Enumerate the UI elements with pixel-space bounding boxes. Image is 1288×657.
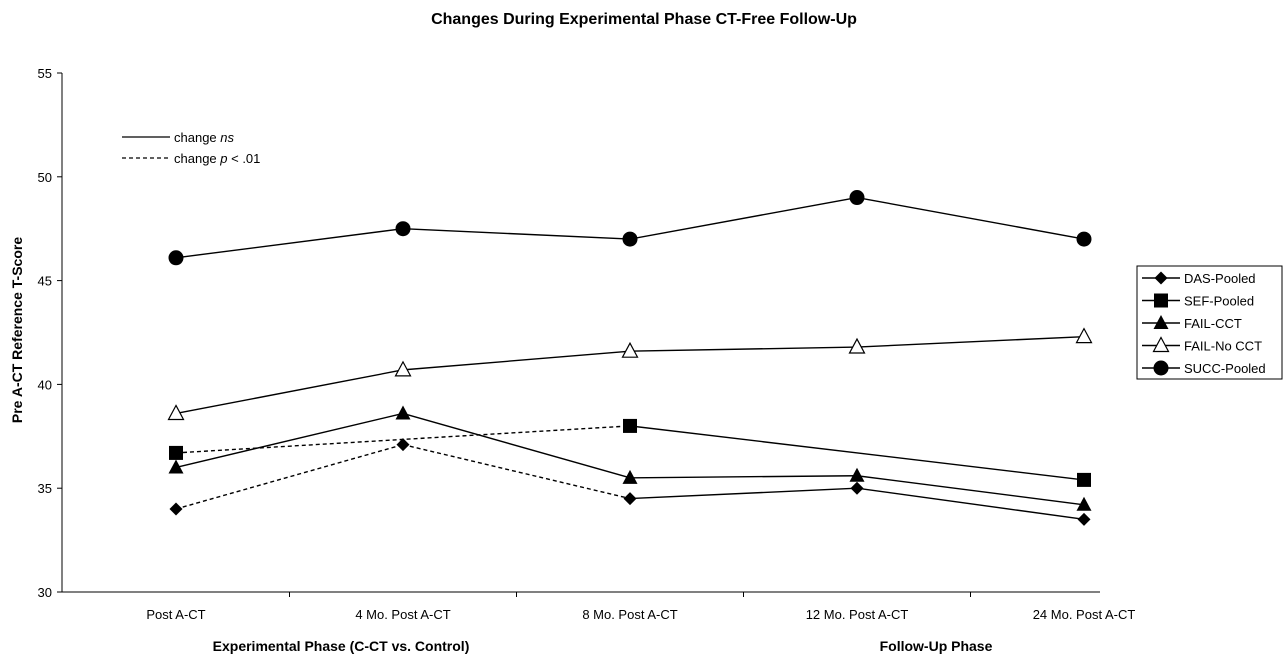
legend-marker: [1152, 336, 1170, 353]
legend-item: SEF-Pooled: [1142, 293, 1254, 309]
legend-box: [1136, 265, 1283, 380]
series-line-segment: [629, 425, 1085, 481]
series-fail-no-cct: [167, 327, 1093, 421]
data-point: [1076, 231, 1092, 247]
data-point: [849, 190, 865, 206]
data-point: [395, 405, 411, 420]
data-point: [848, 337, 866, 354]
series-line-segment: [402, 228, 631, 240]
series-line-segment: [175, 443, 404, 510]
series-line-segment: [629, 475, 858, 479]
x-axis-title-experimental: Experimental Phase (C-CT vs. Control): [213, 638, 470, 654]
data-point: [1076, 496, 1092, 511]
data-point: [169, 445, 183, 460]
significance-note: change ns change p < .01: [122, 130, 260, 166]
legend-label: DAS-Pooled: [1184, 271, 1256, 286]
data-point: [395, 221, 411, 237]
data-point: [623, 418, 637, 433]
legend-item: FAIL-No CCT: [1142, 336, 1262, 354]
data-point: [1077, 472, 1091, 487]
series-line-segment: [629, 487, 858, 500]
data-point: [621, 341, 639, 358]
data-point: [168, 250, 184, 266]
series-line-segment: [175, 228, 404, 259]
y-tick-label: 50: [38, 170, 52, 185]
legend-marker: [1154, 271, 1168, 285]
series-line-segment: [856, 475, 1085, 506]
series-layer: [167, 190, 1093, 526]
series-line-segment: [856, 335, 1085, 348]
series-line-segment: [856, 487, 1085, 521]
y-tick-label: 40: [38, 377, 52, 392]
series-line-segment: [175, 425, 631, 454]
data-point: [1075, 327, 1093, 344]
series-line-segment: [402, 350, 631, 371]
x-tick-label: Post A-CT: [146, 607, 205, 622]
data-point: [623, 492, 637, 506]
legend-item: FAIL-CCT: [1142, 315, 1242, 331]
series-das-pooled: [169, 438, 1091, 526]
data-point: [1077, 512, 1091, 526]
data-point: [622, 231, 638, 247]
note-solid-text: change ns: [174, 130, 234, 145]
y-tick-label: 45: [38, 274, 52, 289]
series-line-segment: [629, 196, 858, 240]
data-point: [622, 469, 638, 484]
series-line-segment: [629, 346, 858, 352]
chart-title: Changes During Experimental Phase CT-Fre…: [431, 11, 857, 28]
series-line-segment: [175, 412, 404, 469]
y-axis-title: Pre A-CT Reference T-Score: [9, 237, 25, 423]
data-point: [167, 404, 185, 421]
series-line-segment: [175, 369, 404, 415]
data-point: [849, 467, 865, 482]
y-tick-label: 30: [38, 585, 52, 600]
legend-label: SUCC-Pooled: [1184, 361, 1266, 376]
legend-label: SEF-Pooled: [1184, 294, 1254, 309]
series-line-segment: [402, 443, 631, 500]
x-tick-label: 8 Mo. Post A-CT: [582, 607, 677, 622]
x-tick-label: 4 Mo. Post A-CT: [355, 607, 450, 622]
legend: DAS-Pooled SEF-Pooled FAIL-CCT FAIL-No CCT S…: [1136, 265, 1283, 380]
data-point: [396, 438, 410, 452]
data-point: [850, 481, 864, 495]
y-tick-label: 55: [38, 66, 52, 81]
axes: 30 35 40 45 50 55 Post A-CT 4 Mo. Post A-CT 8 Mo…: [38, 66, 1136, 622]
legend-label: FAIL-CCT: [1184, 316, 1242, 331]
note-dashed-text: change p < .01: [174, 151, 260, 166]
legend-label: FAIL-No CCT: [1184, 339, 1262, 354]
series-fail-cct: [168, 405, 1092, 511]
legend-item: SUCC-Pooled: [1142, 360, 1266, 376]
data-point: [394, 360, 412, 377]
legend-marker: [1153, 360, 1169, 376]
legend-item: DAS-Pooled: [1142, 271, 1256, 286]
series-sef-pooled: [169, 418, 1091, 487]
data-point: [169, 502, 183, 516]
series-line-segment: [856, 196, 1085, 240]
series-succ-pooled: [168, 190, 1092, 266]
legend-marker: [1153, 315, 1169, 329]
x-tick-label: 24 Mo. Post A-CT: [1033, 607, 1136, 622]
legend-marker: [1154, 293, 1168, 308]
x-axis-title-followup: Follow-Up Phase: [880, 638, 993, 654]
x-tick-label: 12 Mo. Post A-CT: [806, 607, 909, 622]
series-line-segment: [402, 412, 631, 479]
y-tick-label: 35: [38, 481, 52, 496]
data-point: [168, 459, 184, 474]
